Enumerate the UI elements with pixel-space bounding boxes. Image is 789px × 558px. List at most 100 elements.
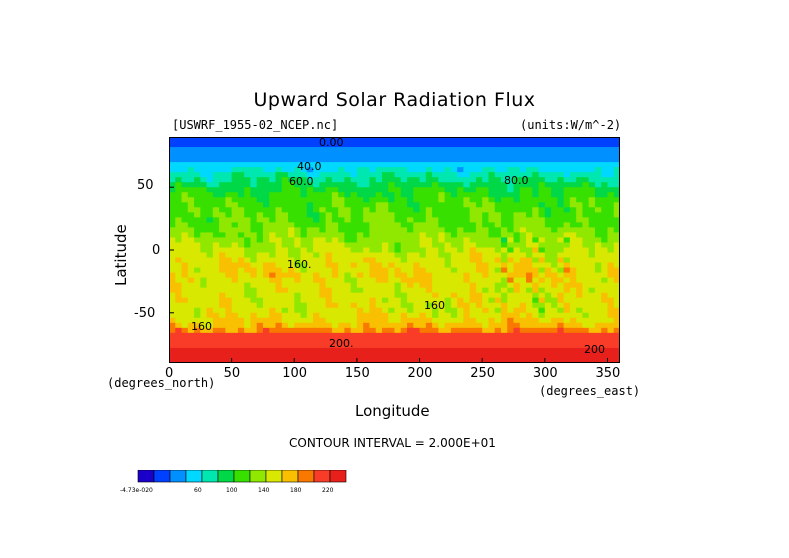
heatmap-cell	[519, 302, 527, 309]
heatmap-cell	[432, 167, 439, 173]
heatmap-cell	[244, 192, 252, 198]
heatmap-cell	[225, 337, 233, 344]
heatmap-cell	[494, 272, 502, 279]
heatmap-cell	[200, 167, 208, 173]
heatmap-cell	[356, 222, 364, 228]
heatmap-cell	[500, 342, 508, 349]
heatmap-cell	[175, 257, 183, 264]
heatmap-cell	[381, 282, 389, 289]
heatmap-cell	[425, 187, 433, 193]
heatmap-cell	[319, 257, 327, 264]
heatmap-cell	[607, 157, 615, 163]
heatmap-cell	[601, 227, 609, 234]
heatmap-cell	[450, 152, 458, 158]
heatmap-cell	[482, 232, 490, 239]
heatmap-cell	[344, 327, 352, 334]
heatmap-cell	[313, 172, 320, 178]
x-tick-label: 350	[595, 366, 621, 381]
heatmap-cell	[294, 227, 302, 234]
heatmap-cell	[601, 182, 609, 188]
heatmap-cell	[363, 317, 371, 324]
heatmap-cell	[281, 257, 289, 264]
heatmap-cell	[482, 167, 490, 173]
heatmap-cell	[551, 172, 558, 178]
heatmap-cell	[350, 227, 358, 234]
heatmap-cell	[338, 332, 345, 339]
heatmap-cell	[582, 307, 590, 314]
heatmap-cell	[319, 337, 327, 344]
heatmap-cell	[544, 192, 552, 198]
heatmap-cell	[563, 267, 571, 274]
heatmap-cell	[219, 232, 226, 239]
heatmap-cell	[444, 142, 452, 148]
heatmap-cell	[507, 192, 515, 198]
heatmap-cell	[582, 337, 590, 344]
heatmap-cell	[319, 317, 327, 324]
heatmap-cell	[407, 177, 414, 183]
heatmap-cell	[444, 257, 452, 264]
heatmap-cell	[300, 337, 308, 344]
heatmap-cell	[363, 197, 371, 203]
heatmap-cell	[356, 147, 364, 153]
heatmap-cell	[425, 192, 433, 198]
heatmap-cell	[344, 217, 352, 223]
heatmap-cell	[331, 247, 339, 254]
heatmap-cell	[381, 147, 389, 153]
heatmap-cell	[557, 147, 565, 153]
heatmap-cell	[187, 277, 195, 284]
heatmap-cell	[237, 187, 245, 193]
heatmap-cell	[425, 247, 433, 254]
heatmap-cell	[294, 162, 302, 168]
heatmap-cell	[494, 282, 502, 289]
heatmap-cell	[482, 247, 490, 254]
heatmap-cell	[281, 282, 289, 289]
heatmap-cell	[576, 142, 584, 148]
heatmap-cell	[187, 247, 195, 254]
heatmap-cell	[300, 297, 308, 304]
heatmap-cell	[381, 142, 389, 148]
heatmap-cell	[369, 192, 377, 198]
heatmap-cell	[250, 247, 258, 254]
heatmap-cell	[607, 197, 615, 203]
heatmap-cell	[413, 197, 421, 203]
heatmap-cell	[344, 347, 352, 354]
heatmap-cell	[369, 232, 377, 239]
heatmap-cell	[319, 152, 327, 158]
heatmap-cell	[607, 342, 615, 349]
heatmap-cell	[325, 322, 333, 329]
heatmap-cell	[588, 247, 596, 254]
heatmap-cell	[413, 187, 421, 193]
heatmap-cell	[507, 187, 515, 193]
heatmap-cell	[494, 352, 502, 359]
heatmap-cell	[262, 257, 270, 264]
heatmap-cell	[482, 272, 490, 279]
heatmap-cell	[563, 257, 571, 264]
heatmap-cell	[231, 182, 239, 188]
heatmap-cell	[532, 217, 540, 223]
heatmap-cell	[262, 147, 270, 153]
heatmap-cell	[532, 192, 540, 198]
heatmap-cell	[200, 207, 208, 213]
heatmap-cell	[313, 342, 320, 349]
heatmap-cell	[244, 302, 252, 309]
heatmap-cell	[369, 327, 377, 334]
heatmap-cell	[557, 342, 565, 349]
heatmap-cell	[488, 227, 496, 234]
heatmap-cell	[394, 292, 402, 299]
heatmap-cell	[538, 267, 546, 274]
heatmap-cell	[463, 347, 471, 354]
heatmap-cell	[388, 357, 396, 363]
heatmap-cell	[594, 267, 602, 274]
heatmap-cell	[319, 237, 327, 244]
heatmap-cell	[569, 292, 577, 299]
heatmap-cell	[519, 212, 527, 218]
heatmap-cell	[457, 137, 464, 143]
heatmap-cell	[275, 192, 283, 198]
heatmap-cell	[419, 327, 427, 334]
heatmap-cell	[444, 172, 452, 178]
heatmap-cell	[294, 237, 302, 244]
heatmap-cell	[469, 307, 477, 314]
heatmap-cell	[419, 317, 427, 324]
heatmap-cell	[381, 262, 389, 269]
heatmap-cell	[181, 247, 189, 254]
